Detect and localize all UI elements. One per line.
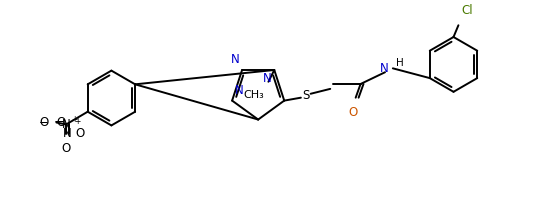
Text: O: O (56, 116, 65, 129)
Text: N: N (63, 127, 71, 140)
Text: O: O (61, 142, 71, 155)
Text: S: S (302, 89, 310, 102)
Text: −: − (39, 116, 49, 129)
Text: Cl: Cl (462, 4, 473, 17)
Text: −: − (54, 116, 65, 129)
Text: H: H (396, 59, 403, 68)
Text: N: N (235, 84, 244, 97)
Text: O: O (348, 106, 357, 119)
Text: CH₃: CH₃ (244, 89, 264, 99)
Text: N: N (380, 62, 389, 75)
Text: +: + (71, 115, 77, 124)
Text: N: N (230, 53, 239, 66)
Text: O: O (75, 127, 84, 140)
Text: O: O (39, 116, 49, 129)
Text: N: N (263, 72, 271, 85)
Text: +: + (74, 117, 80, 126)
Text: N: N (62, 118, 70, 131)
